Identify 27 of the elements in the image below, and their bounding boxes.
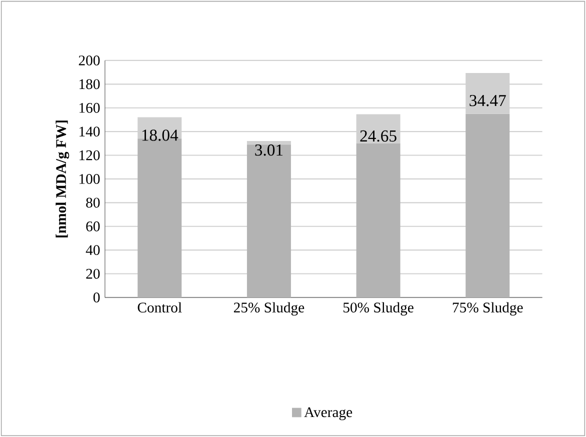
bar [356,143,400,298]
data-label: 3.01 [255,144,283,156]
x-tick-label: Control [138,302,182,312]
bar [466,114,510,298]
y-tick-label: 100 [80,174,100,184]
y-tick-label: 120 [80,150,100,160]
bar [466,72,510,114]
y-tick-label: 80 [86,198,100,208]
y-tick-label: 200 [78,56,100,66]
y-tick-label: 180 [80,79,100,90]
y-tick-label: 0 [93,292,100,302]
y-tick-label: 140 [80,126,100,137]
bar [246,144,291,298]
y-tick-label: 60 [86,221,100,232]
y-tick-label: 20 [86,268,100,279]
x-tick-label: 50% Sludge [344,302,414,316]
y-tick-label: 160 [80,102,100,113]
data-label: 24.65 [360,130,396,142]
y-axis-title: [nmol MDA/g FW] [56,120,70,238]
data-label: 34.47 [470,94,506,106]
x-tick-label: 75% Sludge [452,302,523,316]
x-tick-label: 25% Sludge [234,302,304,316]
data-label: 18.04 [142,130,178,141]
bar [246,141,291,145]
bar [356,114,400,144]
legend-label: Average [304,407,352,420]
y-tick-label: 40 [86,245,100,256]
